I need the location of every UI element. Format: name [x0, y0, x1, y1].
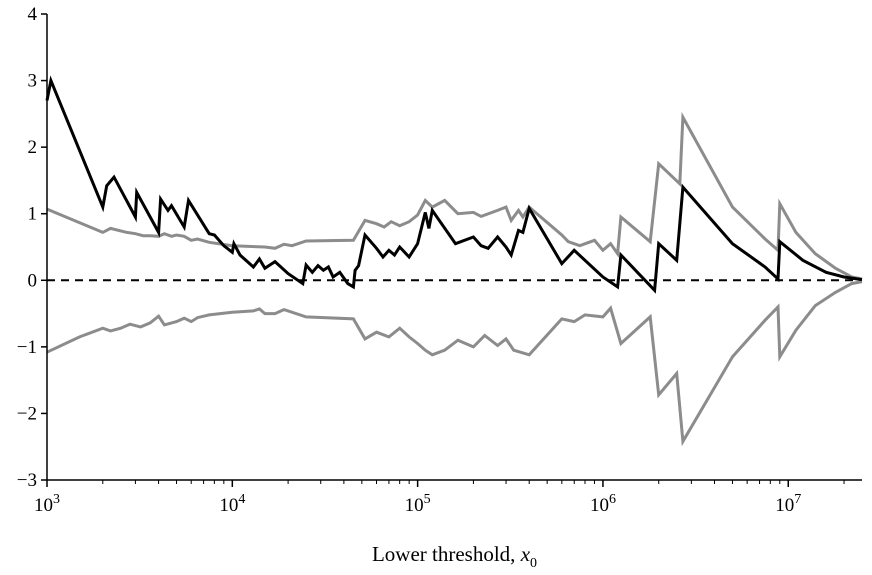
- y-tick-label: −2: [17, 403, 37, 424]
- x-axis-title-sub: 0: [530, 556, 537, 571]
- axes: 4 3 2 1 0 −1 −2 −3 103 104 105 106 107: [17, 4, 862, 516]
- y-tick-label: 2: [28, 137, 38, 158]
- y-tick-label: 1: [28, 204, 38, 225]
- y-tick-label: −3: [17, 470, 37, 491]
- plot-area: [45, 75, 863, 447]
- x-tick-label: 107: [775, 492, 801, 516]
- x-axis-title: Lower threshold, x0: [372, 542, 537, 571]
- y-axis-ticks: 4 3 2 1 0 −1 −2 −3: [17, 4, 47, 491]
- series-line-upper-band: [46, 111, 863, 281]
- x-axis-ticks: 103 104 105 106 107: [34, 480, 845, 516]
- y-tick-label: 0: [28, 270, 38, 291]
- series-layer: [45, 75, 863, 447]
- y-tick-label: 3: [28, 71, 38, 92]
- x-tick-label: 106: [590, 492, 616, 516]
- x-tick-label: 105: [405, 492, 431, 516]
- x-tick-label: 103: [34, 492, 60, 516]
- series-line-main-series: [45, 75, 863, 294]
- y-tick-label: 4: [28, 4, 38, 25]
- x-tick-label: 104: [219, 492, 245, 516]
- series-line-lower-band: [46, 280, 863, 447]
- y-tick-label: −1: [17, 337, 37, 358]
- x-axis-title-text: Lower threshold,: [372, 542, 521, 566]
- x-axis-title-var: x: [520, 542, 531, 566]
